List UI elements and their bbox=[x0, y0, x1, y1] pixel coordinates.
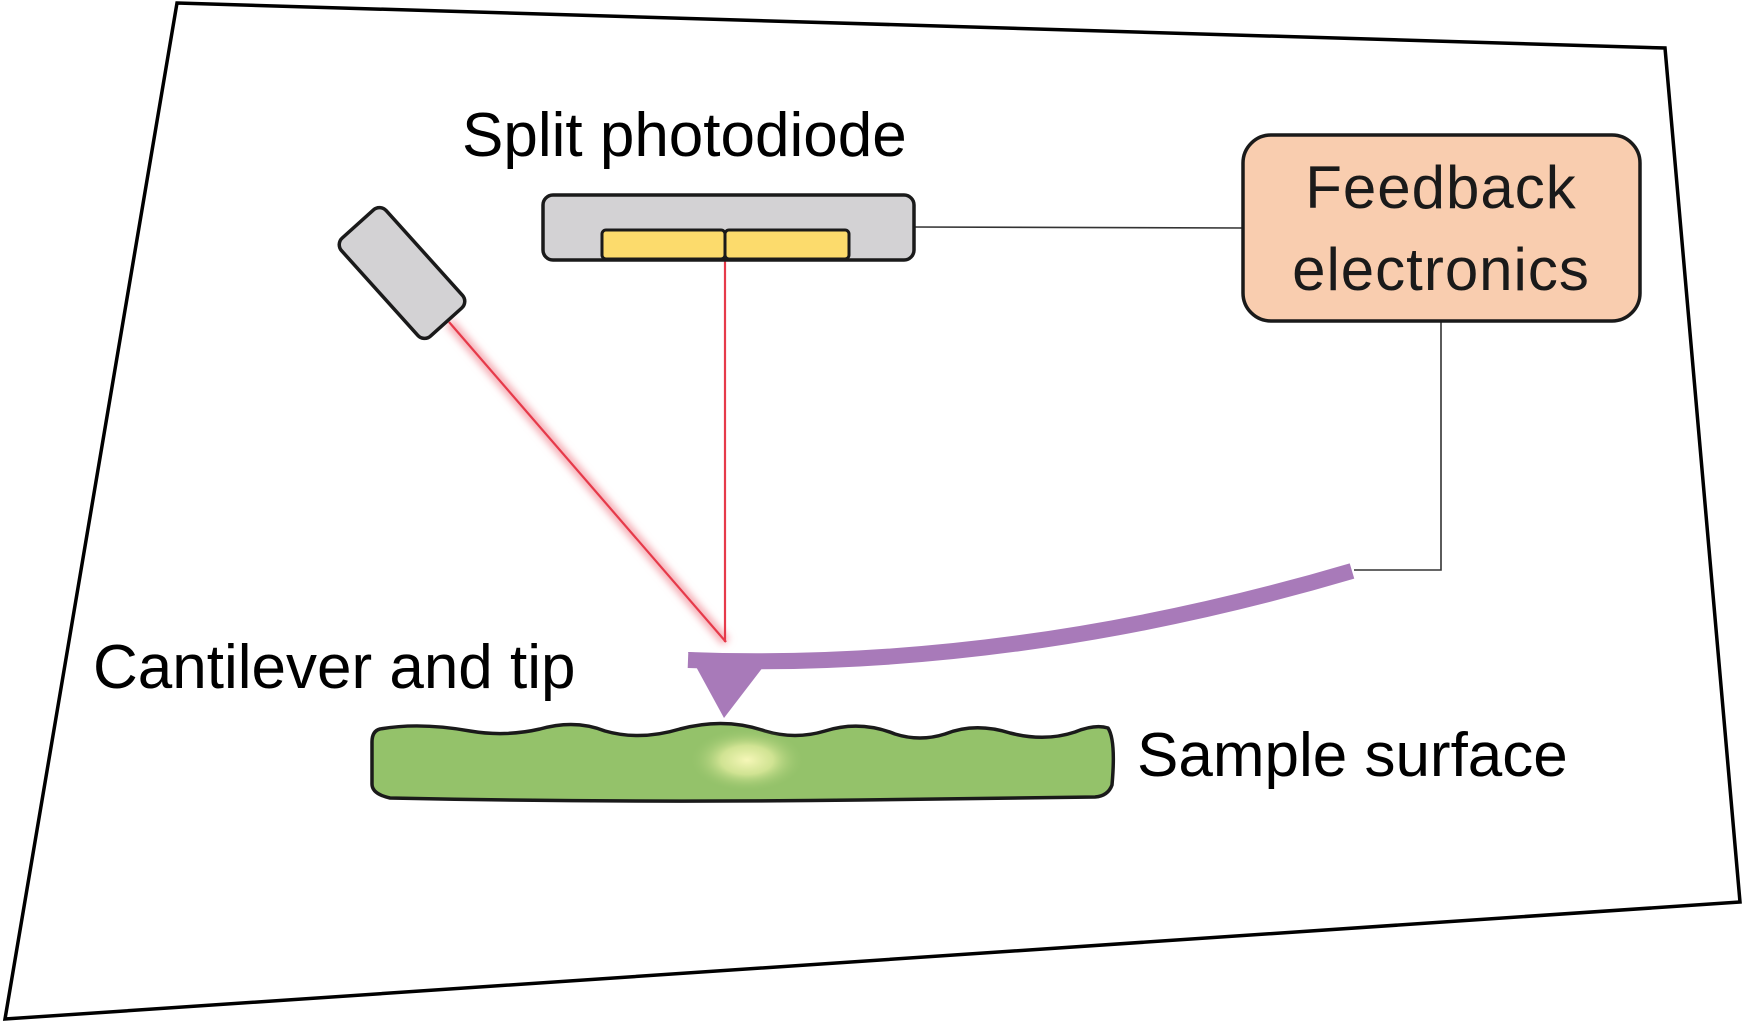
photodiode-sensor-right bbox=[723, 228, 851, 261]
laser-source-icon bbox=[337, 205, 467, 341]
photodiode-icon bbox=[541, 193, 916, 262]
laser-beam-incident bbox=[445, 319, 730, 645]
sample-label: Sample surface bbox=[1137, 721, 1568, 790]
cantilever-tip-icon bbox=[687, 563, 1355, 718]
feedback-label-line2: electronics bbox=[1292, 236, 1590, 303]
cantilever-label: Cantilever and tip bbox=[93, 633, 576, 702]
photodiode-sensor-left bbox=[600, 228, 727, 261]
photodiode-label: Split photodiode bbox=[462, 101, 907, 170]
cantilever-tip bbox=[688, 652, 770, 718]
sample-surface-icon bbox=[370, 721, 1116, 803]
feedback-label-line1: Feedback bbox=[1305, 154, 1577, 221]
wire-photodiode-to-feedback bbox=[910, 226, 1244, 229]
cantilever-beam bbox=[687, 563, 1355, 670]
wire-feedback-to-cantilever bbox=[1354, 322, 1442, 571]
feedback-electronics-box bbox=[1241, 133, 1642, 323]
sample-glow bbox=[689, 728, 805, 792]
